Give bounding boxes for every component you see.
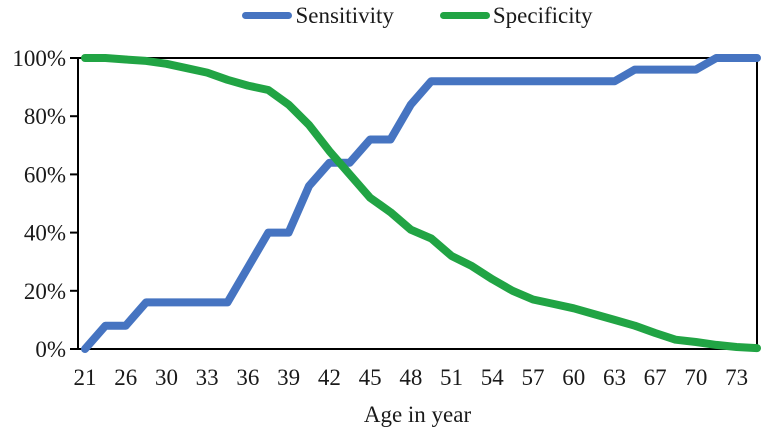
x-tick-label: 42 [318, 365, 341, 390]
y-tick-label: 20% [24, 279, 66, 304]
y-tick-label: 60% [24, 162, 66, 187]
x-tick-label: 57 [522, 365, 545, 390]
x-tick-label: 45 [359, 365, 382, 390]
x-tick-label: 51 [440, 365, 463, 390]
legend-item-sensitivity: Sensitivity [242, 3, 394, 28]
x-tick-label: 26 [114, 365, 137, 390]
x-tick-label: 70 [684, 365, 707, 390]
y-tick-label: 80% [24, 104, 66, 129]
legend-swatch-specificity [439, 12, 490, 19]
series-line-sensitivity [81, 54, 761, 353]
x-tick-label: 39 [277, 365, 300, 390]
chart-legend: Sensitivity Specificity [78, 4, 757, 27]
y-tick-label: 40% [24, 221, 66, 246]
y-tick-label: 100% [12, 46, 66, 71]
x-tick-label: 63 [603, 365, 626, 390]
x-axis-title: Age in year [363, 402, 472, 427]
y-tick-label: 0% [35, 337, 66, 362]
x-tick-label: 60 [562, 365, 585, 390]
x-tick-label: 36 [236, 365, 259, 390]
legend-label-sensitivity: Sensitivity [295, 3, 394, 28]
x-tick-label: 67 [644, 365, 667, 390]
x-tick-label: 21 [74, 365, 97, 390]
x-tick-label: 30 [155, 365, 178, 390]
x-tick-label: 73 [725, 365, 748, 390]
series-line-specificity [81, 54, 761, 353]
legend-label-specificity: Specificity [492, 3, 593, 28]
legend-item-specificity: Specificity [439, 3, 593, 28]
x-tick-label: 33 [196, 365, 219, 390]
x-tick-label: 48 [399, 365, 422, 390]
x-tick-label: 54 [481, 365, 505, 390]
plot-border [77, 57, 758, 350]
legend-swatch-sensitivity [242, 12, 293, 19]
